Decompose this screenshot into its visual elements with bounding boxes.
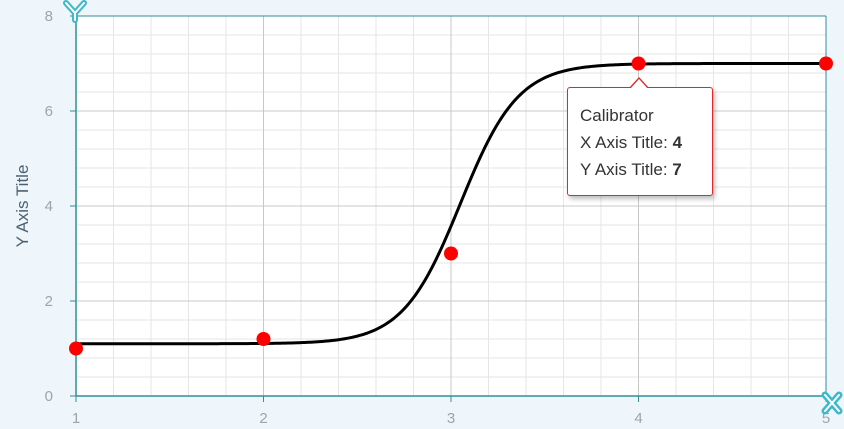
data-point[interactable] [444, 246, 458, 261]
x-tick-label: 1 [72, 410, 80, 427]
x-tick-labels: 1 2 3 4 5 [72, 396, 830, 427]
data-point[interactable] [69, 341, 83, 356]
y-tick-label: 4 [45, 198, 53, 215]
tooltip-y-row: Y Axis Title: 7 [580, 156, 712, 183]
x-tick-label: 4 [634, 410, 642, 427]
data-points[interactable] [69, 56, 833, 356]
y-tick-label: 2 [45, 293, 53, 310]
y-tick-label: 0 [45, 388, 53, 405]
x-tick-label: 5 [822, 410, 830, 427]
tooltip-x-label: X Axis Title: [580, 133, 668, 152]
tooltip-y-label: Y Axis Title: [580, 160, 668, 179]
y-letter-icon[interactable] [63, 0, 87, 23]
series-line [74, 62, 828, 346]
x-tick-label: 3 [447, 410, 455, 427]
tooltip-arrow-fill [630, 79, 648, 89]
tooltip-x-row: X Axis Title: 4 [580, 129, 712, 156]
y-tick-label: 8 [45, 8, 53, 25]
tooltip-series-name: Calibrator [580, 106, 654, 125]
data-point[interactable] [256, 332, 271, 346]
tooltip-y-value: 7 [672, 160, 682, 179]
point-tooltip: Calibrator X Axis Title: 4 Y Axis Title:… [567, 77, 713, 196]
data-point[interactable] [819, 56, 833, 71]
tooltip-x-value: 4 [672, 133, 683, 152]
y-tick-label: 6 [45, 103, 53, 120]
x-letter-icon[interactable] [821, 391, 843, 415]
data-point[interactable] [631, 56, 646, 71]
y-axis-title: Y Axis Title [13, 165, 32, 248]
x-tick-label: 2 [259, 410, 267, 427]
